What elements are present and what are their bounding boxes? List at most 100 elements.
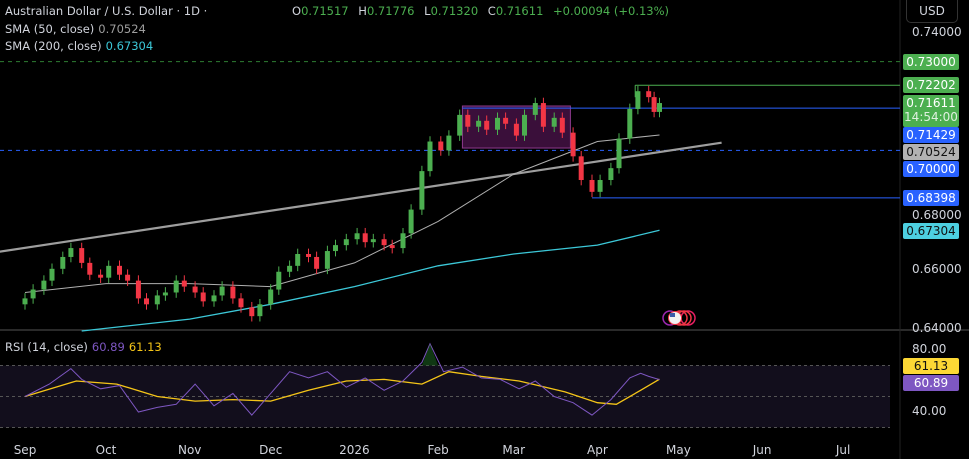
candle [276, 271, 282, 290]
candle [249, 307, 255, 317]
candle [400, 233, 406, 249]
open-value: 0.71517 [301, 4, 349, 18]
candle [381, 239, 387, 246]
candle [333, 245, 338, 252]
candle [616, 138, 622, 169]
symbol-title: Australian Dollar / U.S. Dollar · 1D · [5, 4, 208, 18]
candle [144, 298, 149, 305]
time-tick-label: Sep [13, 443, 37, 457]
candle [238, 298, 244, 308]
candle [154, 295, 160, 305]
candle [646, 91, 652, 98]
rsi-line [24, 342, 660, 416]
candle [522, 114, 527, 136]
candle [30, 289, 36, 299]
candle [173, 280, 179, 293]
sma50-legend[interactable]: SMA (50, close) 0.70524 [5, 22, 146, 36]
last-price: 0.71611 [906, 96, 956, 110]
candle [68, 248, 74, 257]
rsi-value-tag: 60.89 [903, 375, 959, 391]
symbol-legend[interactable]: Australian Dollar / U.S. Dollar · 1D · [5, 4, 211, 18]
candle [457, 114, 463, 136]
currency-button[interactable]: USD [906, 0, 958, 23]
candle [41, 280, 47, 290]
candle [49, 268, 55, 281]
price-tag-0.72202: 0.72202 [903, 77, 959, 94]
high-value: 0.71776 [366, 4, 415, 18]
candle [657, 103, 662, 112]
last-price-tag: 0.71611 14:54:00 [903, 95, 959, 127]
rsi-tick-label: 80.00 [912, 342, 947, 356]
candle [503, 117, 509, 124]
consolidation-zone [461, 105, 571, 149]
price-tag-0.68398: 0.68398 [903, 189, 959, 206]
candle [106, 265, 112, 278]
candle [230, 286, 236, 299]
candle [635, 91, 641, 109]
price-tag-0.70000: 0.70000 [903, 161, 959, 177]
candle [200, 292, 206, 302]
sma50-price-tag: 0.70524 [903, 144, 959, 160]
candle [608, 168, 614, 180]
time-tick-label: 2026 [339, 443, 370, 457]
price-tag-0.71429: 0.71429 [903, 127, 959, 143]
us-flag-canton [670, 313, 675, 317]
change-value: +0.00094 (+0.13%) [553, 4, 670, 18]
candle [570, 132, 576, 157]
candle [219, 286, 225, 296]
sma200-price-tag: 0.67304 [903, 223, 959, 239]
rsi-overbought-fill [421, 343, 439, 366]
time-tick-label: Dec [259, 443, 283, 457]
candle [287, 265, 293, 272]
candle [87, 262, 93, 275]
candle [314, 256, 320, 269]
time-tick-label: May [665, 443, 691, 457]
candle [532, 103, 538, 115]
candle [446, 135, 452, 151]
ohlc-readout: O0.71517 H0.71776 L0.71320 C0.71611 +0.0… [292, 4, 670, 18]
candle [438, 141, 444, 151]
candle [389, 245, 395, 249]
candle [22, 298, 28, 305]
sma50-line [24, 134, 660, 293]
candle [117, 265, 122, 275]
price-tick-label: 0.68000 [912, 208, 962, 222]
candle [125, 274, 131, 281]
time-tick-label: Oct [95, 443, 117, 457]
time-tick-label: Feb [427, 443, 449, 457]
rsi-ma-line [24, 371, 660, 405]
candle [551, 117, 557, 127]
time-tick-label: Jul [835, 443, 851, 457]
price-tick-label: 0.64000 [912, 321, 962, 335]
candle [465, 114, 471, 127]
candle [362, 233, 368, 243]
time-tick-label: Mar [502, 443, 526, 457]
candle [98, 274, 104, 278]
candle [540, 103, 546, 127]
candle [79, 248, 85, 263]
candle [370, 239, 376, 243]
candle [597, 180, 603, 192]
candle [354, 233, 360, 240]
sma200-line [81, 229, 660, 332]
candle [513, 123, 519, 136]
candle [60, 256, 66, 269]
candle [651, 97, 657, 112]
candle [408, 209, 414, 234]
price-tick-label: 0.74000 [912, 25, 962, 39]
time-tick-label: Nov [177, 443, 202, 457]
close-value: 0.71611 [495, 4, 544, 18]
trendline [0, 141, 722, 253]
candle [192, 286, 198, 293]
sma200-value: 0.67304 [105, 39, 154, 53]
candle [427, 141, 433, 172]
sma200-legend[interactable]: SMA (200, close) 0.67304 [5, 39, 154, 53]
candle [211, 295, 217, 302]
candle [343, 239, 349, 246]
rsi-tick-label: 40.00 [912, 404, 947, 418]
candle [419, 171, 425, 210]
time-tick-label: Jun [752, 443, 772, 457]
rsi-legend[interactable]: RSI (14, close) 60.89 61.13 [5, 340, 162, 354]
rsi-ma-value: 61.13 [128, 340, 162, 354]
